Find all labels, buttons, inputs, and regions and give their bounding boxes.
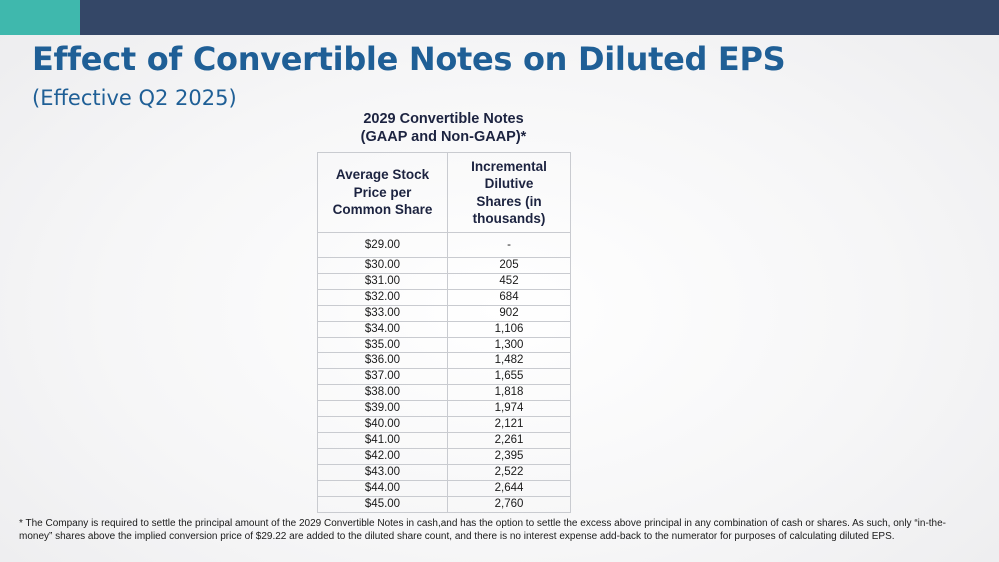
- cell-stock-price: $44.00: [317, 479, 448, 497]
- page-title: Effect of Convertible Notes on Diluted E…: [32, 40, 786, 78]
- table-row: $32.00 684: [317, 288, 571, 306]
- table-row: $35.00 1,300: [317, 336, 571, 354]
- cell-stock-price: $40.00: [317, 416, 448, 433]
- table-row: $41.00 2,261: [317, 431, 571, 449]
- cell-stock-price: $30.00: [317, 257, 448, 274]
- cell-stock-price: $32.00: [317, 288, 448, 306]
- table-row: $42.00 2,395: [317, 447, 571, 465]
- table-row: $34.00 1,106: [317, 320, 571, 338]
- table-row: $30.00 205: [317, 257, 571, 274]
- cell-stock-price: $36.00: [317, 352, 448, 370]
- cell-dilutive-shares: 2,261: [447, 431, 571, 449]
- cell-stock-price: $42.00: [317, 447, 448, 465]
- cell-stock-price: $31.00: [317, 272, 448, 290]
- cell-stock-price: $29.00: [317, 232, 448, 258]
- footnote: * The Company is required to settle the …: [19, 518, 947, 542]
- cell-stock-price: $37.00: [317, 368, 448, 386]
- cell-dilutive-shares: 1,106: [447, 320, 571, 338]
- cell-stock-price: $35.00: [317, 336, 448, 354]
- cell-stock-price: $39.00: [317, 400, 448, 418]
- table-row: $43.00 2,522: [317, 463, 571, 481]
- table-row: $37.00 1,655: [317, 368, 571, 386]
- cell-stock-price: $33.00: [317, 304, 448, 322]
- cell-stock-price: $41.00: [317, 431, 448, 449]
- column-header-price: Average Stock Price per Common Share: [317, 152, 448, 233]
- table-row: $31.00 452: [317, 272, 571, 290]
- table-row: $33.00 902: [317, 304, 571, 322]
- cell-stock-price: $38.00: [317, 384, 448, 402]
- cell-stock-price: $43.00: [317, 463, 448, 481]
- table-heading-line2: (GAAP and Non-GAAP)*: [360, 129, 527, 145]
- table-row: $40.00 2,121: [317, 416, 571, 433]
- cell-dilutive-shares: 452: [447, 272, 571, 290]
- cell-dilutive-shares: 2,121: [447, 416, 571, 433]
- cell-dilutive-shares: 902: [447, 304, 571, 322]
- table-body: $29.00- $30.00 205 $31.00 452 $32.00 684 $33.00…: [317, 232, 571, 513]
- cell-dilutive-shares: 2,395: [447, 447, 571, 465]
- table-heading-line1: 2029 Convertible Notes: [363, 111, 524, 127]
- cell-dilutive-shares: 1,818: [447, 384, 571, 402]
- cell-dilutive-shares: 205: [447, 257, 571, 274]
- table-row: $45.00 2,760: [317, 495, 571, 513]
- cell-dilutive-shares: 1,482: [447, 352, 571, 370]
- table-row: $36.00 1,482: [317, 352, 571, 370]
- dilution-table: Average Stock Price per Common Share Inc…: [317, 152, 571, 513]
- page-subtitle: (Effective Q2 2025): [32, 86, 237, 110]
- table-row: $39.00 1,974: [317, 400, 571, 418]
- cell-dilutive-shares: -: [447, 232, 571, 258]
- cell-dilutive-shares: 1,655: [447, 368, 571, 386]
- cell-dilutive-shares: 2,644: [447, 479, 571, 497]
- header-accent-bar: [0, 0, 80, 35]
- table-header-row: Average Stock Price per Common Share Inc…: [317, 152, 571, 233]
- table-row: $44.00 2,644: [317, 479, 571, 497]
- table-row: $29.00-: [317, 232, 571, 258]
- cell-stock-price: $34.00: [317, 320, 448, 338]
- cell-dilutive-shares: 1,974: [447, 400, 571, 418]
- header-bar: [80, 0, 999, 35]
- cell-dilutive-shares: 1,300: [447, 336, 571, 354]
- table-heading: 2029 Convertible Notes (GAAP and Non-GAA…: [317, 110, 570, 146]
- table-row: $38.00 1,818: [317, 384, 571, 402]
- cell-dilutive-shares: 2,760: [447, 495, 571, 513]
- column-header-shares: Incremental Dilutive Shares (in thousand…: [447, 152, 571, 233]
- cell-stock-price: $45.00: [317, 495, 448, 513]
- cell-dilutive-shares: 2,522: [447, 463, 571, 481]
- cell-dilutive-shares: 684: [447, 288, 571, 306]
